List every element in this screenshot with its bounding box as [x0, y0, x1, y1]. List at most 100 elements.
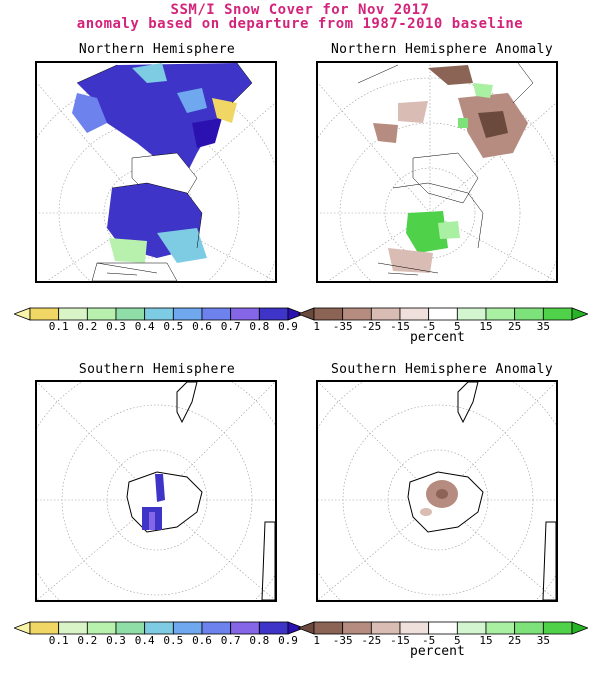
cover-top-swatch-1 [29, 307, 60, 321]
anom-bot-tick-label: -25 [361, 634, 382, 647]
anom-top-swatch-2 [342, 307, 372, 321]
cover-bot-tick-label: 0.9 [278, 634, 298, 647]
anom-bot-swatch-1 [313, 621, 344, 635]
cover-top-tick-label: 0.9 [278, 320, 298, 333]
cover-top-tick-label: 0.1 [48, 320, 69, 333]
anom-bot-swatch-9 [542, 621, 573, 635]
anom-bot-tick-label: -15 [390, 634, 410, 647]
anom-top-swatch-3 [370, 307, 401, 321]
anomaly-unit-label-bottom: percent [410, 644, 465, 659]
snow-cover-colorbar-top [14, 307, 304, 321]
cover-top-tick-label: 0.7 [220, 320, 241, 333]
anom-top-swatch-8 [514, 307, 544, 321]
anom-bot-swatch-7 [485, 621, 516, 635]
cover-bot-tick-label: 0.3 [106, 634, 126, 647]
cover-top-swatch-0 [14, 307, 31, 321]
cover-bot-swatch-10 [287, 621, 304, 635]
cover-bot-tick-label: 0.5 [163, 634, 184, 647]
anom-top-swatch-5 [428, 307, 458, 321]
cover-top-swatch-4 [115, 307, 146, 321]
anom-top-tick-label: 5 [454, 320, 461, 333]
cover-bot-swatch-8 [230, 621, 260, 635]
cover-top-swatch-8 [230, 307, 260, 321]
anom-top-swatch-7 [485, 307, 516, 321]
anom-bot-swatch-3 [370, 621, 401, 635]
anom-top-tick-label: 15 [479, 320, 493, 333]
cover-bot-tick-label: 0.4 [134, 634, 155, 647]
cover-bot-swatch-9 [258, 621, 289, 635]
anom-bot-tick-label: 35 [536, 634, 550, 647]
anom-bot-swatch-4 [399, 621, 430, 635]
anom-bot-tick-label: 5 [454, 634, 461, 647]
cover-top-swatch-9 [258, 307, 289, 321]
anom-top-tick-label: -5 [422, 320, 436, 333]
cover-bot-tick-label: 0.6 [192, 634, 212, 647]
figure-title-line2: anomaly based on departure from 1987-201… [76, 16, 524, 32]
snow-cover-colorbar-bottom [14, 621, 304, 635]
cover-bot-swatch-3 [86, 621, 117, 635]
anom-bot-swatch-0 [298, 621, 315, 635]
cover-bot-tick-label: 0.7 [220, 634, 241, 647]
nh-panel-title: Northern Hemisphere [78, 42, 236, 57]
anom-top-swatch-9 [542, 307, 573, 321]
anomaly-colorbar-top [298, 307, 588, 321]
cover-bot-swatch-1 [29, 621, 60, 635]
anom-top-swatch-10 [571, 307, 588, 321]
cover-top-swatch-2 [58, 307, 88, 321]
anom-top-tick-label: 35 [536, 320, 550, 333]
anom-top-tick-label: -35 [332, 320, 353, 333]
cover-bot-swatch-4 [115, 621, 146, 635]
snow-cover-colorbar-labels-top: 0.1 0.2 0.3 0.4 0.5 0.6 0.7 0.8 0.9 1 [14, 320, 320, 334]
snow-cover-colorbar-labels-bottom: 0.1 0.2 0.3 0.4 0.5 0.6 0.7 0.8 0.9 1 [14, 634, 320, 648]
anom-top-swatch-4 [399, 307, 430, 321]
sh-panel-title: Southern Hemisphere [78, 362, 236, 377]
anom-bot-tick-label: 15 [479, 634, 493, 647]
cover-bot-tick-label: 0.1 [48, 634, 69, 647]
anom-top-swatch-0 [298, 307, 315, 321]
sh-anomaly-panel-title: Southern Hemisphere Anomaly [330, 362, 554, 377]
sh-snow-cover-map [35, 380, 277, 602]
cover-bot-tick-label: 0.8 [249, 634, 270, 647]
cover-top-tick-label: 0.4 [134, 320, 155, 333]
cover-top-swatch-3 [86, 307, 117, 321]
anom-top-swatch-1 [313, 307, 344, 321]
anomaly-colorbar-bottom [298, 621, 588, 635]
anom-bot-swatch-2 [342, 621, 372, 635]
cover-top-swatch-6 [172, 307, 203, 321]
cover-bot-tick-label: 1 [313, 634, 320, 647]
cover-top-swatch-7 [201, 307, 232, 321]
cover-bot-swatch-0 [14, 621, 31, 635]
cover-top-tick-label: 1 [313, 320, 320, 333]
nh-anomaly-panel-title: Northern Hemisphere Anomaly [330, 42, 554, 57]
anom-bot-swatch-5 [428, 621, 458, 635]
figure-title-line1: SSM/I Snow Cover for Nov 2017 [170, 2, 430, 18]
anom-bot-tick-label: -35 [332, 634, 353, 647]
nh-anomaly-map [316, 61, 558, 283]
nh-snow-cover-map [35, 61, 277, 283]
cover-top-swatch-10 [287, 307, 304, 321]
anomaly-unit-label-top: percent [410, 330, 465, 345]
anom-top-tick-label: -25 [361, 320, 382, 333]
cover-top-tick-label: 0.2 [77, 320, 98, 333]
cover-bot-swatch-2 [58, 621, 88, 635]
cover-top-swatch-5 [144, 307, 174, 321]
cover-top-tick-label: 0.8 [249, 320, 270, 333]
cover-top-tick-label: 0.6 [192, 320, 212, 333]
cover-bot-swatch-5 [144, 621, 174, 635]
anom-top-swatch-6 [456, 307, 487, 321]
cover-top-tick-label: 0.5 [163, 320, 184, 333]
anomaly-colorbar-labels-top: -35 -25 -15 -5 5 15 25 35 [298, 320, 588, 334]
cover-top-tick-label: 0.3 [106, 320, 126, 333]
cover-bot-swatch-6 [172, 621, 203, 635]
cover-bot-tick-label: 0.2 [77, 634, 98, 647]
anom-bot-swatch-6 [456, 621, 487, 635]
anom-top-tick-label: -15 [390, 320, 410, 333]
anom-top-tick-label: 25 [508, 320, 522, 333]
anom-bot-tick-label: 25 [508, 634, 522, 647]
anom-bot-swatch-8 [514, 621, 544, 635]
sh-anomaly-map [316, 380, 558, 602]
anom-bot-tick-label: -5 [422, 634, 436, 647]
anom-bot-swatch-10 [571, 621, 588, 635]
cover-bot-swatch-7 [201, 621, 232, 635]
anomaly-colorbar-labels-bottom: -35 -25 -15 -5 5 15 25 35 [298, 634, 588, 648]
